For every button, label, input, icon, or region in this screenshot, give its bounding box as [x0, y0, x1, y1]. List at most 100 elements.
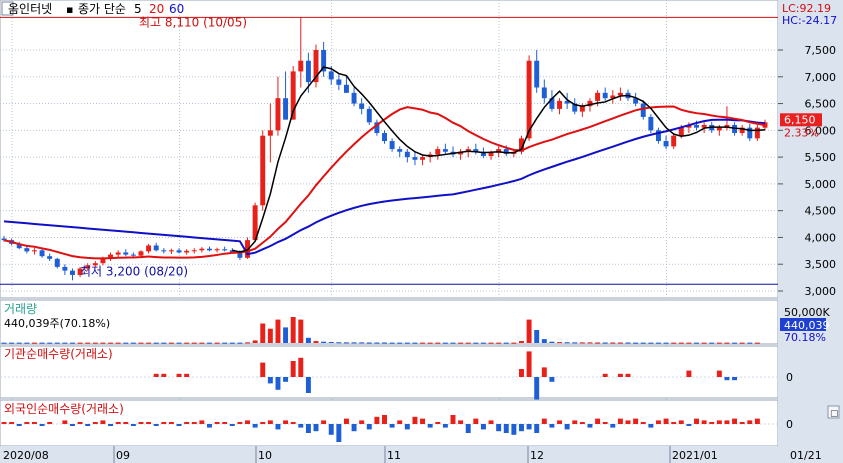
foreign-bar [382, 415, 387, 424]
foreign-title: 외국인순매수량(거래소) [4, 402, 124, 416]
volume-bar [321, 341, 327, 343]
foreign-bar [595, 418, 601, 424]
ma60-line [3, 118, 766, 256]
candle-body [138, 251, 144, 256]
volume-bar [519, 341, 524, 343]
foreign-bar [283, 420, 289, 424]
volume-bar [404, 342, 410, 344]
panel-settings-button[interactable] [827, 405, 840, 419]
volume-bar [138, 342, 144, 344]
foreign-bar [450, 415, 456, 424]
foreign-bar [374, 416, 380, 424]
candle-body [184, 250, 190, 253]
volume-bar [488, 342, 494, 344]
candle-body [153, 245, 159, 251]
candle-body [716, 127, 722, 131]
high-annotation: 최고 8,110 (10/05) [139, 15, 247, 29]
candle-body [305, 60, 311, 83]
volume-bar [366, 342, 372, 344]
foreign-bar [290, 422, 296, 424]
candle-body [16, 243, 22, 249]
foreign-bar [427, 424, 433, 428]
volume-bar [389, 342, 395, 344]
candle-body [260, 135, 266, 206]
volume-bar [572, 342, 578, 344]
candle-body [31, 250, 37, 252]
volume-bar [412, 342, 418, 344]
foreign-bar [648, 424, 654, 428]
foreign-bar [229, 424, 235, 426]
x-tick-label: 11 [387, 449, 401, 462]
price-axis: 7,500 7,000 6,500 6,000 5,500 5,000 4,500 4,000… [778, 44, 836, 298]
foreign-bar [694, 418, 699, 424]
volume-bar [610, 342, 616, 344]
foreign-bar [633, 418, 639, 424]
volume-bar [557, 342, 563, 344]
foreign-bar [62, 420, 68, 424]
volume-bar [313, 341, 319, 343]
foreign-zero-label: 0 [786, 418, 793, 431]
candle-body [397, 149, 403, 152]
foreign-bar [298, 424, 304, 428]
volume-bar [442, 342, 448, 344]
volume-bar [701, 342, 707, 344]
settings-icon[interactable]: ▢ [830, 409, 839, 419]
institutional-panel[interactable] [0, 345, 779, 400]
foreign-bar [146, 422, 152, 424]
x-tick-label: 2020/08 [3, 449, 49, 462]
price-panel[interactable] [0, 0, 820, 446]
y-tick-label: 7,500 [805, 44, 837, 57]
volume-title: 거래량 [4, 302, 37, 316]
candle-body [351, 92, 357, 104]
candle-body [47, 256, 53, 259]
foreign-bar [686, 424, 692, 426]
candle-body [602, 92, 608, 99]
legend-bullet: ▪ [66, 3, 73, 16]
foreign-bar [564, 424, 570, 430]
candle-body [458, 151, 464, 155]
foreign-bar [168, 422, 174, 424]
foreign-bar [70, 424, 75, 426]
foreign-bar [519, 424, 524, 432]
current-price-tag: 6,150 [780, 113, 822, 127]
candle-body [480, 151, 486, 157]
foreign-bar [77, 422, 83, 424]
candle-body [39, 250, 45, 257]
inst-bar [153, 373, 159, 377]
y-tick-label: 3,500 [805, 258, 837, 271]
inst-zero-label: 0 [786, 371, 793, 384]
candle-body [412, 157, 418, 160]
foreign-bar [526, 424, 532, 430]
volume-bar [534, 330, 540, 343]
y-tick-label: 7,000 [805, 71, 837, 84]
checkbox-icon[interactable] [1, 1, 14, 16]
volume-bar [435, 342, 441, 344]
volume-bar [100, 342, 106, 344]
y-tick-label: 4,500 [805, 205, 837, 218]
foreign-bar [724, 420, 730, 424]
volume-bar [1, 342, 7, 344]
volume-bar [564, 342, 570, 344]
foreign-bar [754, 418, 760, 424]
volume-bar [511, 342, 517, 344]
volume-bar [54, 342, 60, 344]
foreign-bar [31, 422, 37, 424]
volume-bar [47, 342, 53, 344]
inst-bar [716, 370, 722, 377]
volume-panel[interactable] [0, 299, 779, 345]
foreign-bar [572, 420, 578, 424]
volume-bar [176, 342, 182, 344]
inst-bar [161, 373, 167, 377]
foreign-bar [191, 422, 197, 424]
volume-bar [39, 342, 45, 344]
volume-bar [496, 342, 502, 344]
candle-body [267, 130, 273, 136]
candle-body [161, 250, 167, 252]
candle-body [534, 60, 540, 88]
y-tick-label: 5,000 [805, 178, 837, 191]
foreign-panel[interactable] [0, 399, 779, 447]
y-tick-label: 5,500 [805, 151, 837, 164]
candle-body [146, 245, 152, 252]
foreign-bar [473, 418, 479, 424]
